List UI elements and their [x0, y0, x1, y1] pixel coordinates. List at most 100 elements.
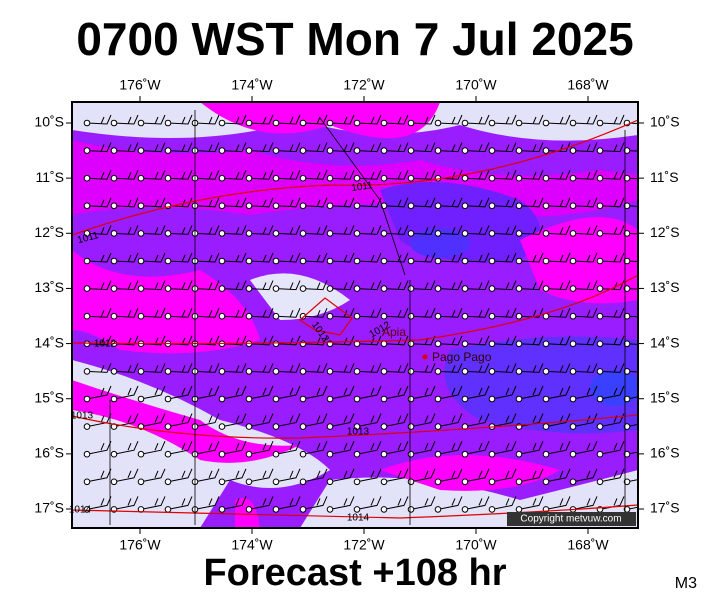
- wind-station: [434, 257, 442, 265]
- wind-station: [83, 312, 91, 320]
- wind-barb: [437, 225, 463, 235]
- wind-station: [596, 395, 604, 403]
- wind-barb: [464, 197, 490, 208]
- wind-barb: [464, 335, 490, 346]
- wind-barb: [383, 440, 409, 455]
- wind-station: [110, 285, 118, 292]
- wind-barb: [518, 468, 544, 483]
- isobar: [299, 297, 353, 336]
- wind-barb: [194, 385, 220, 400]
- wind-barb: [464, 440, 490, 455]
- wind-barb: [86, 114, 112, 125]
- wind-station: [272, 395, 280, 403]
- wind-station: [407, 478, 415, 486]
- copyright-box: [507, 512, 636, 526]
- wind-barb: [248, 252, 274, 263]
- wind-barb: [167, 440, 193, 455]
- wind-barb: [464, 496, 490, 510]
- x-tick-label: 172˚W: [343, 537, 385, 553]
- wind-barb: [113, 468, 139, 483]
- wind-barb: [275, 169, 301, 180]
- wind-barb: [410, 225, 436, 235]
- wind-barb: [545, 440, 571, 455]
- wind-barb: [302, 496, 328, 510]
- wind-barb: [464, 385, 490, 400]
- wind-station: [569, 174, 577, 182]
- wind-barb: [221, 197, 247, 208]
- wind-barb: [302, 385, 328, 400]
- wind-barb: [302, 142, 328, 153]
- wind-station: [218, 202, 226, 210]
- wind-station: [434, 202, 442, 210]
- wind-station: [596, 230, 604, 237]
- wind-station: [461, 285, 469, 292]
- wind-barb: [275, 252, 301, 263]
- wind-barb: [518, 114, 544, 125]
- wind-barb: [167, 280, 193, 291]
- wind-field: [72, 102, 638, 528]
- wind-station: [272, 257, 280, 265]
- wind-station: [164, 312, 172, 320]
- wind-barb: [248, 142, 274, 153]
- wind-station: [488, 147, 496, 154]
- wind-barb: [194, 307, 220, 318]
- wind-station: [110, 119, 118, 127]
- wind-station: [407, 174, 415, 182]
- wind-barb: [572, 385, 598, 400]
- wind-station: [218, 395, 226, 403]
- wind-station: [83, 147, 91, 154]
- wind-station: [137, 174, 145, 182]
- wind-barb: [518, 440, 544, 455]
- wind-station: [83, 368, 91, 375]
- wind-barb: [491, 413, 517, 428]
- wind-barb: [113, 142, 139, 153]
- wind-barb: [140, 385, 166, 400]
- wind-barb: [626, 370, 638, 373]
- wind-station: [272, 478, 280, 486]
- wind-station: [110, 147, 118, 154]
- wind-station: [83, 230, 91, 237]
- wind-station: [353, 257, 361, 265]
- wind-station: [272, 285, 280, 292]
- wind-station: [218, 423, 226, 430]
- wind-barb: [329, 468, 355, 483]
- wind-station: [137, 257, 145, 265]
- wind-barb: [491, 114, 517, 125]
- wind-station: [515, 478, 523, 486]
- wind-station: [164, 147, 172, 154]
- wind-barb: [140, 496, 166, 510]
- wind-barb: [275, 114, 301, 125]
- wind-barb: [356, 413, 382, 428]
- wind-barb: [599, 496, 625, 510]
- wind-station: [299, 312, 307, 320]
- wind-barb: [491, 280, 517, 291]
- wind-station: [245, 119, 253, 127]
- wind-station: [542, 119, 550, 127]
- wind-barb: [275, 413, 301, 428]
- wind-station: [623, 368, 631, 375]
- wind-barb: [491, 307, 517, 318]
- wind-barb: [329, 114, 355, 125]
- wind-station: [272, 230, 280, 237]
- wind-station: [137, 147, 145, 154]
- wind-barb: [275, 197, 301, 208]
- wind-barb: [113, 280, 139, 291]
- wind-barb: [86, 197, 112, 208]
- wind-station: [542, 202, 550, 210]
- wind-station: [488, 450, 496, 458]
- wind-station: [272, 312, 280, 320]
- wind-station: [515, 230, 523, 237]
- wind-barb: [356, 252, 382, 263]
- wind-station: [137, 450, 145, 458]
- wind-station: [245, 450, 253, 458]
- wind-barb: [194, 468, 220, 483]
- wind-station: [569, 368, 577, 375]
- wind-barb: [356, 385, 382, 400]
- wind-station: [218, 285, 226, 292]
- wind-barb: [329, 225, 355, 235]
- wind-station: [299, 506, 307, 513]
- wind-station: [542, 147, 550, 154]
- wind-barb: [248, 468, 274, 483]
- wind-barb: [86, 142, 112, 153]
- wind-barb: [491, 468, 517, 483]
